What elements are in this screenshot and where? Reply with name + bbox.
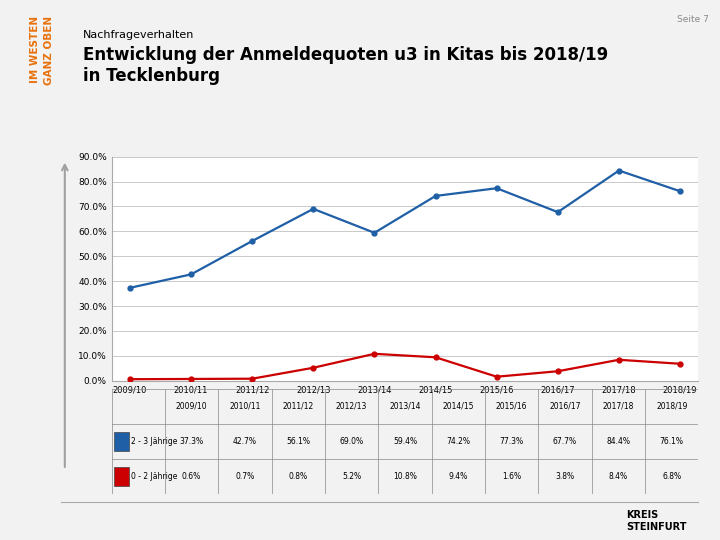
Text: 67.7%: 67.7% bbox=[553, 437, 577, 446]
Text: 0.8%: 0.8% bbox=[289, 472, 308, 481]
Text: 8.4%: 8.4% bbox=[609, 472, 628, 481]
Text: 2016/17: 2016/17 bbox=[549, 402, 581, 411]
Text: 2018/19: 2018/19 bbox=[656, 402, 688, 411]
Text: 2011/12: 2011/12 bbox=[283, 402, 314, 411]
Text: 2009/10: 2009/10 bbox=[176, 402, 207, 411]
Text: KREIS
STEINFURT: KREIS STEINFURT bbox=[626, 510, 687, 532]
Text: 0.6%: 0.6% bbox=[182, 472, 202, 481]
Bar bbox=[114, 432, 129, 451]
Text: 2012/13: 2012/13 bbox=[336, 402, 367, 411]
Text: 74.2%: 74.2% bbox=[446, 437, 470, 446]
Text: Nachfrageverhalten: Nachfrageverhalten bbox=[83, 30, 194, 40]
Text: 2014/15: 2014/15 bbox=[443, 402, 474, 411]
Text: 6.8%: 6.8% bbox=[662, 472, 681, 481]
Text: 5.2%: 5.2% bbox=[342, 472, 361, 481]
Text: 77.3%: 77.3% bbox=[500, 437, 523, 446]
Text: Entwicklung der Anmeldequoten u3 in Kitas bis 2018/19
in Tecklenburg: Entwicklung der Anmeldequoten u3 in Kita… bbox=[83, 46, 608, 85]
Text: 0.7%: 0.7% bbox=[235, 472, 255, 481]
Text: 37.3%: 37.3% bbox=[179, 437, 204, 446]
Text: 42.7%: 42.7% bbox=[233, 437, 257, 446]
Text: Seite 7: Seite 7 bbox=[678, 15, 709, 24]
Text: 3.8%: 3.8% bbox=[555, 472, 575, 481]
Text: 2013/14: 2013/14 bbox=[390, 402, 420, 411]
Text: GANZ OBEN: GANZ OBEN bbox=[44, 16, 54, 85]
Text: 2017/18: 2017/18 bbox=[603, 402, 634, 411]
Text: 2010/11: 2010/11 bbox=[229, 402, 261, 411]
Text: 69.0%: 69.0% bbox=[340, 437, 364, 446]
Text: 0 - 2 Jährige: 0 - 2 Jährige bbox=[131, 472, 177, 481]
Text: 59.4%: 59.4% bbox=[393, 437, 417, 446]
Bar bbox=[114, 467, 129, 486]
Text: IM WESTEN: IM WESTEN bbox=[30, 16, 40, 83]
Text: 9.4%: 9.4% bbox=[449, 472, 468, 481]
Text: 2 - 3 Jährige: 2 - 3 Jährige bbox=[131, 437, 177, 446]
Text: 76.1%: 76.1% bbox=[660, 437, 684, 446]
Text: 56.1%: 56.1% bbox=[287, 437, 310, 446]
Text: 1.6%: 1.6% bbox=[502, 472, 521, 481]
Text: 10.8%: 10.8% bbox=[393, 472, 417, 481]
Text: 2015/16: 2015/16 bbox=[496, 402, 528, 411]
Text: 84.4%: 84.4% bbox=[606, 437, 631, 446]
